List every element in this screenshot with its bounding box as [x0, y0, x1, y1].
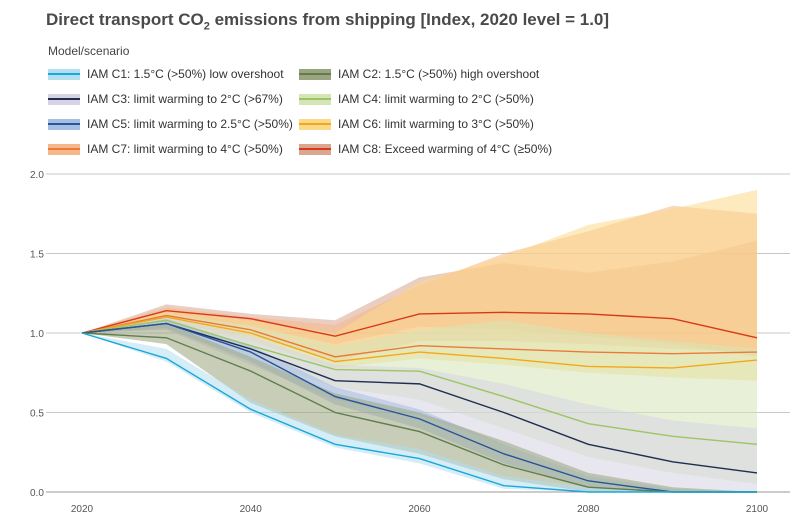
legend-swatch — [299, 143, 331, 155]
legend-swatch-line — [299, 97, 331, 100]
legend-title: Model/scenario — [48, 44, 130, 58]
median-line-series-7 — [81, 314, 758, 358]
band-series-1 — [82, 333, 757, 492]
band-series-2 — [82, 323, 757, 492]
y-tick-label: 1.0 — [30, 329, 44, 340]
median-line-series-6 — [81, 316, 758, 369]
median-line-series-8 — [81, 310, 758, 339]
median-line-series-3 — [81, 322, 758, 474]
legend-label: IAM C2: 1.5°C (>50%) high overshoot — [338, 67, 540, 81]
title-rest: emissions from shipping [Index, 2020 lev… — [209, 10, 610, 29]
median-line-series-2 — [81, 332, 757, 493]
median-line-series-5 — [81, 322, 757, 493]
legend-item: IAM C8: Exceed warming of 4°C (≥50%) — [299, 140, 552, 158]
x-tick-label: 2080 — [577, 504, 600, 515]
legend-label: IAM C8: Exceed warming of 4°C (≥50%) — [338, 142, 553, 156]
legend-swatch — [48, 93, 80, 105]
legend-item: IAM C2: 1.5°C (>50%) high overshoot — [299, 65, 539, 83]
y-tick-label: 2.0 — [30, 170, 44, 181]
legend-swatch-line — [48, 147, 80, 150]
legend-swatch-line — [299, 122, 331, 125]
x-tick-label: 2060 — [408, 504, 431, 515]
legend-swatch — [299, 93, 331, 105]
title-main: Direct transport CO — [46, 10, 204, 29]
y-tick-label: 1.5 — [30, 250, 44, 261]
legend-label: IAM C1: 1.5°C (>50%) low overshoot — [87, 67, 284, 81]
legend-swatch-line — [299, 147, 331, 150]
legend-swatch — [299, 68, 331, 80]
median-line-series-1 — [81, 332, 757, 493]
legend-item: IAM C1: 1.5°C (>50%) low overshoot — [48, 65, 284, 83]
legend-item: IAM C5: limit warming to 2.5°C (>50%) — [48, 115, 293, 133]
legend-item: IAM C3: limit warming to 2°C (>67%) — [48, 90, 283, 108]
legend-swatch — [48, 118, 80, 130]
legend-swatch-line — [48, 122, 80, 125]
legend-swatch — [299, 118, 331, 130]
legend-label: IAM C5: limit warming to 2.5°C (>50%) — [87, 117, 293, 131]
title-subscript: 2 — [203, 20, 210, 33]
x-tick-label: 2040 — [240, 504, 263, 515]
legend-item: IAM C6: limit warming to 3°C (>50%) — [299, 115, 534, 133]
legend-swatch-line — [299, 72, 331, 75]
legend-item: IAM C4: limit warming to 2°C (>50%) — [299, 90, 534, 108]
legend-swatch-line — [48, 97, 80, 100]
y-tick-label: 0.0 — [30, 488, 44, 499]
chart-title: Direct transport CO2 emissions from ship… — [46, 10, 609, 32]
legend-label: IAM C3: limit warming to 2°C (>67%) — [87, 92, 283, 106]
x-tick-label: 2100 — [746, 504, 769, 515]
legend-swatch — [48, 143, 80, 155]
median-line-series-4 — [81, 319, 758, 445]
y-tick-label: 0.5 — [30, 409, 44, 420]
x-tick-label: 2020 — [71, 504, 94, 515]
legend-label: IAM C4: limit warming to 2°C (>50%) — [338, 92, 534, 106]
legend-label: IAM C6: limit warming to 3°C (>50%) — [338, 117, 534, 131]
legend-swatch — [48, 68, 80, 80]
legend-label: IAM C7: limit warming to 4°C (>50%) — [87, 142, 283, 156]
legend-item: IAM C7: limit warming to 4°C (>50%) — [48, 140, 283, 158]
legend-swatch-line — [48, 72, 80, 75]
